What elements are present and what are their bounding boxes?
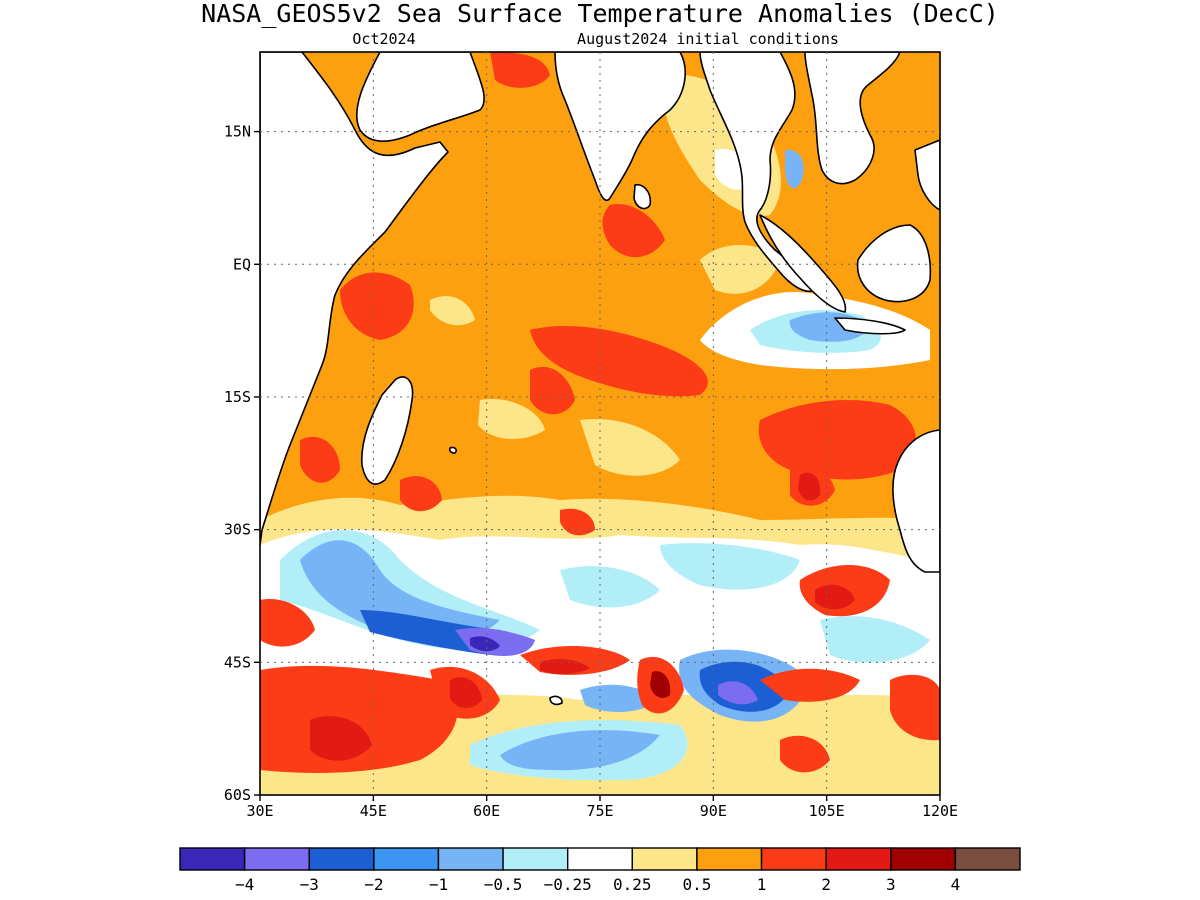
forecast-month: Oct2024 — [352, 30, 415, 48]
colorbar-label: −2 — [364, 875, 383, 894]
y-tick-label: 15S — [224, 388, 251, 406]
mauritius-land — [448, 446, 457, 454]
land-masks — [260, 52, 940, 706]
java-land — [834, 317, 906, 335]
colorbar-label: 0.25 — [613, 875, 652, 894]
field-cool-18 — [785, 149, 804, 189]
arabia-land — [356, 52, 485, 142]
field-warm-1 — [340, 272, 414, 340]
colorbar-label: 1 — [757, 875, 767, 894]
field-pale-6 — [430, 296, 475, 326]
y-tick-label: 60S — [224, 786, 251, 804]
y-tick-label: 30S — [224, 521, 251, 539]
borneo-land — [856, 224, 932, 303]
colorbar-swatch — [437, 847, 504, 871]
x-tick-label: 75E — [586, 802, 613, 820]
colorbar-label: 3 — [886, 875, 896, 894]
colorbar-label: −1 — [429, 875, 448, 894]
field-cool-10 — [718, 681, 758, 705]
x-tick-label: 105E — [809, 802, 845, 820]
x-tick-label: 90E — [700, 802, 727, 820]
field-hot-3 — [450, 677, 482, 709]
colorbar-label: 0.5 — [682, 875, 711, 894]
field-cool-7 — [500, 730, 660, 771]
australia-land — [892, 429, 940, 573]
colorbar-swatch — [631, 847, 698, 871]
colorbar-swatch — [373, 847, 440, 871]
colorbar-swatch — [179, 847, 246, 871]
field-warm-5 — [530, 366, 575, 415]
field-warm-14 — [760, 668, 860, 702]
field-warm-17 — [400, 476, 442, 512]
kerguelen-land — [549, 695, 563, 706]
x-tick-label: 60E — [473, 802, 500, 820]
sumatra-land — [759, 214, 847, 313]
field-warm-4 — [530, 325, 708, 397]
field-pale-4 — [478, 399, 545, 440]
x-tick-label: 30E — [246, 802, 273, 820]
colorbar-swatch — [308, 847, 375, 871]
colorbar-label: −3 — [300, 875, 319, 894]
field-hot-4 — [650, 671, 671, 699]
field-hot-1 — [798, 472, 821, 501]
field-cool-12 — [560, 566, 660, 608]
colorbar-swatch — [696, 847, 763, 871]
field-warm-15 — [780, 735, 830, 773]
field-warm-10 — [260, 665, 458, 773]
field-cool-13 — [660, 543, 800, 590]
colorbar-label: −0.25 — [544, 875, 592, 894]
field-warm-19 — [300, 436, 340, 483]
colorbar-swatch — [243, 847, 310, 871]
colorbar-label: −4 — [235, 875, 254, 894]
initial-conditions: August2024 initial conditions — [577, 30, 839, 48]
colorbar-swatch — [760, 847, 827, 871]
field-cool-5 — [470, 636, 500, 652]
colorbar: −4 −3 −2 −1 −0.5 −0.25 0.25 0.5 1 2 3 4 — [179, 847, 1021, 894]
africa-land — [260, 52, 449, 546]
y-tick-label: EQ — [233, 255, 251, 273]
field-warm-9 — [260, 599, 315, 647]
x-axis: 30E 45E 60E 75E 90E 105E 120E — [246, 795, 958, 820]
field-warm-6 — [758, 400, 917, 480]
colorbar-swatch — [566, 847, 634, 871]
field-hot-6 — [540, 659, 590, 675]
colorbar-swatch — [502, 847, 569, 871]
map-gridlines — [260, 52, 940, 795]
field-pale-3 — [700, 245, 780, 294]
field-cool-2 — [300, 540, 500, 640]
y-axis: 15N EQ 15S 30S 45S 60S — [224, 123, 260, 804]
field-warm-3 — [602, 204, 665, 258]
figure-title: NASA_GEOS5v2 Sea Surface Temperature Ano… — [201, 0, 999, 28]
field-hot-5 — [310, 716, 372, 761]
field-warm-2 — [490, 52, 550, 88]
field-warm-16 — [890, 674, 940, 741]
colorbar-swatch — [825, 847, 892, 871]
colorbar-swatch — [890, 847, 957, 871]
y-tick-label: 15N — [224, 123, 251, 141]
colorbar-label: −0.5 — [484, 875, 523, 894]
x-tick-label: 45E — [360, 802, 387, 820]
colorbar-swatch — [954, 847, 1021, 871]
colorbar-label: 2 — [821, 875, 831, 894]
india-land — [554, 52, 686, 202]
colorbar-label: 4 — [951, 875, 961, 894]
madagascar-land — [361, 376, 414, 485]
field-warm-18 — [560, 508, 595, 536]
indochina-land — [804, 52, 901, 185]
x-tick-label: 120E — [922, 802, 958, 820]
y-tick-label: 45S — [224, 653, 251, 671]
field-hot-2 — [815, 584, 855, 610]
srilanka-land — [633, 183, 652, 210]
field-cool-14 — [820, 616, 930, 663]
field-pale-5 — [580, 419, 680, 476]
